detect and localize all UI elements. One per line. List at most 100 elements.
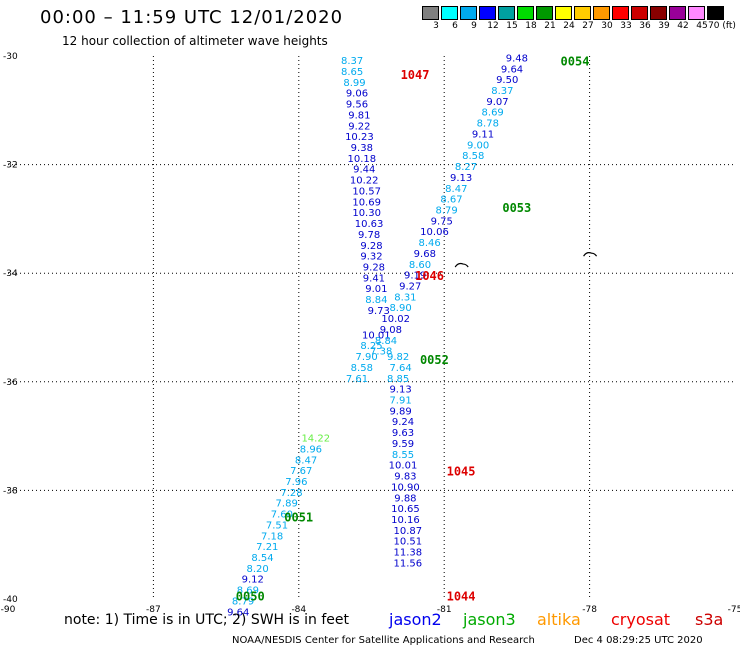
wave-height-value: 7.18 [261, 531, 283, 542]
wave-height-value: 7.89 [276, 499, 298, 510]
wave-height-value: 9.64 [227, 607, 249, 618]
wave-height-value: 7.60 [271, 510, 293, 521]
colorbar-swatch [536, 6, 553, 20]
colorbar-label: 27 [582, 21, 594, 31]
pass-label: 0052 [420, 353, 449, 367]
wave-height-value: 8.27 [455, 162, 477, 173]
wave-height-value: 10.63 [355, 219, 384, 230]
wave-height-value: 8.20 [246, 564, 268, 575]
wave-height-value: 9.27 [399, 281, 421, 292]
wave-height-value: 9.59 [392, 439, 414, 450]
wave-height-value: 9.12 [242, 575, 264, 586]
colorbar-label: 9 [471, 21, 477, 31]
satellite-label: jason2 [389, 610, 442, 629]
wave-height-value: 10.51 [394, 537, 423, 548]
colorbar-label: 15 [506, 21, 518, 31]
wave-height-value: 10.02 [381, 314, 410, 325]
wave-height-value: 8.85 [387, 374, 409, 385]
wave-height-value: 10.01 [389, 461, 418, 472]
colorbar-label: 36 [639, 21, 651, 31]
timestamp-text: Dec 4 08:29:25 UTC 2020 [574, 635, 703, 646]
wave-height-value: 8.84 [375, 336, 397, 347]
colorbar-swatch [669, 6, 686, 20]
wave-height-value: 9.75 [431, 216, 453, 227]
wave-height-value: 8.58 [351, 363, 373, 374]
pass-label: 0054 [561, 54, 590, 68]
wave-height-value: 8.90 [389, 303, 411, 314]
wave-height-value: 8.25 [360, 341, 382, 352]
colorbar-swatch [460, 6, 477, 20]
colorbar-swatch [612, 6, 629, 20]
credit-text: NOAA/NESDIS Center for Satellite Applica… [232, 635, 535, 646]
wave-height-value: 9.88 [394, 493, 416, 504]
wave-height-value: 9.24 [392, 417, 414, 428]
lon-tick-label: -75 [728, 605, 740, 615]
wave-height-value: 9.06 [346, 89, 368, 100]
wave-height-value: 8.60 [409, 260, 431, 271]
wave-height-value: 10.87 [394, 526, 423, 537]
wave-height-value: 8.69 [237, 586, 259, 597]
wave-height-value: 8.67 [440, 195, 462, 206]
wave-height-value: 9.28 [360, 241, 382, 252]
lon-tick-label: -78 [582, 605, 597, 615]
wave-height-value: 11.38 [394, 548, 423, 559]
wave-height-value: 7.28 [280, 488, 302, 499]
wave-height-value: 9.64 [501, 64, 523, 75]
colorbar-swatch [688, 6, 705, 20]
wave-height-value: 10.06 [420, 227, 449, 238]
wave-height-value: 8.31 [394, 292, 416, 303]
wave-height-value: 8.47 [445, 184, 467, 195]
colorbar-swatch [593, 6, 610, 20]
colorbar-legend: 3 6 9 12 15 18 21 24 27 30 33 36 39 42 45 70 (ft) [422, 6, 736, 34]
wave-height-value: 10.01 [362, 330, 391, 341]
wave-height-value: 8.99 [343, 78, 365, 89]
wave-height-value: 11.56 [394, 558, 423, 569]
colorbar-swatch [650, 6, 667, 20]
wave-height-value: 8.47 [295, 455, 317, 466]
lat-tick-label: -38 [3, 486, 18, 496]
pass-label: 0053 [502, 201, 531, 215]
wave-height-value: 7.38 [370, 347, 392, 358]
wave-height-value: 9.22 [348, 121, 370, 132]
wave-height-value: 7.90 [356, 352, 378, 363]
wave-height-value: 9.38 [351, 143, 373, 154]
wave-height-value: 9.19 [404, 271, 426, 282]
lon-tick-label: -84 [291, 605, 306, 615]
wave-height-value: 7.21 [256, 542, 278, 553]
colorbar-swatch [555, 6, 572, 20]
land-outline [583, 252, 598, 257]
wave-height-value: 8.37 [491, 86, 513, 97]
lon-tick-label: -90 [1, 605, 16, 615]
wave-height-value: 9.73 [368, 306, 390, 317]
wave-height-value: 9.08 [380, 325, 402, 336]
wave-height-value: 8.46 [419, 238, 441, 249]
colorbar-label: 45 [696, 21, 708, 31]
wave-height-value: 8.65 [341, 67, 363, 78]
wave-height-value: 8.84 [365, 295, 387, 306]
page-subtitle: 12 hour collection of altimeter wave hei… [62, 34, 328, 48]
colorbar-label: 30 [601, 21, 613, 31]
colorbar-swatch [707, 6, 724, 20]
land-outline [454, 262, 469, 268]
wave-height-value: 9.56 [346, 100, 368, 111]
wave-height-value: 9.32 [360, 252, 382, 263]
colorbar-swatch [574, 6, 591, 20]
lat-tick-label: -32 [3, 161, 18, 171]
colorbar-swatch [631, 6, 648, 20]
colorbar-swatch [498, 6, 515, 20]
colorbar-label: 18 [525, 21, 537, 31]
pass-label: 0050 [236, 589, 265, 603]
colorbar-swatch [422, 6, 439, 20]
wave-height-value: 9.63 [392, 428, 414, 439]
pass-label: 1047 [401, 68, 430, 82]
wave-height-value: 14.22 [301, 434, 330, 445]
satellite-label: cryosat [611, 610, 671, 629]
wave-height-value: 9.78 [358, 230, 380, 241]
wave-height-value: 7.67 [290, 466, 312, 477]
wave-height-value: 7.64 [389, 363, 411, 374]
wave-height-value: 9.01 [365, 284, 387, 295]
wave-height-value: 9.28 [363, 262, 385, 273]
colorbar-label: 21 [544, 21, 556, 31]
pass-label: 0051 [284, 511, 313, 525]
